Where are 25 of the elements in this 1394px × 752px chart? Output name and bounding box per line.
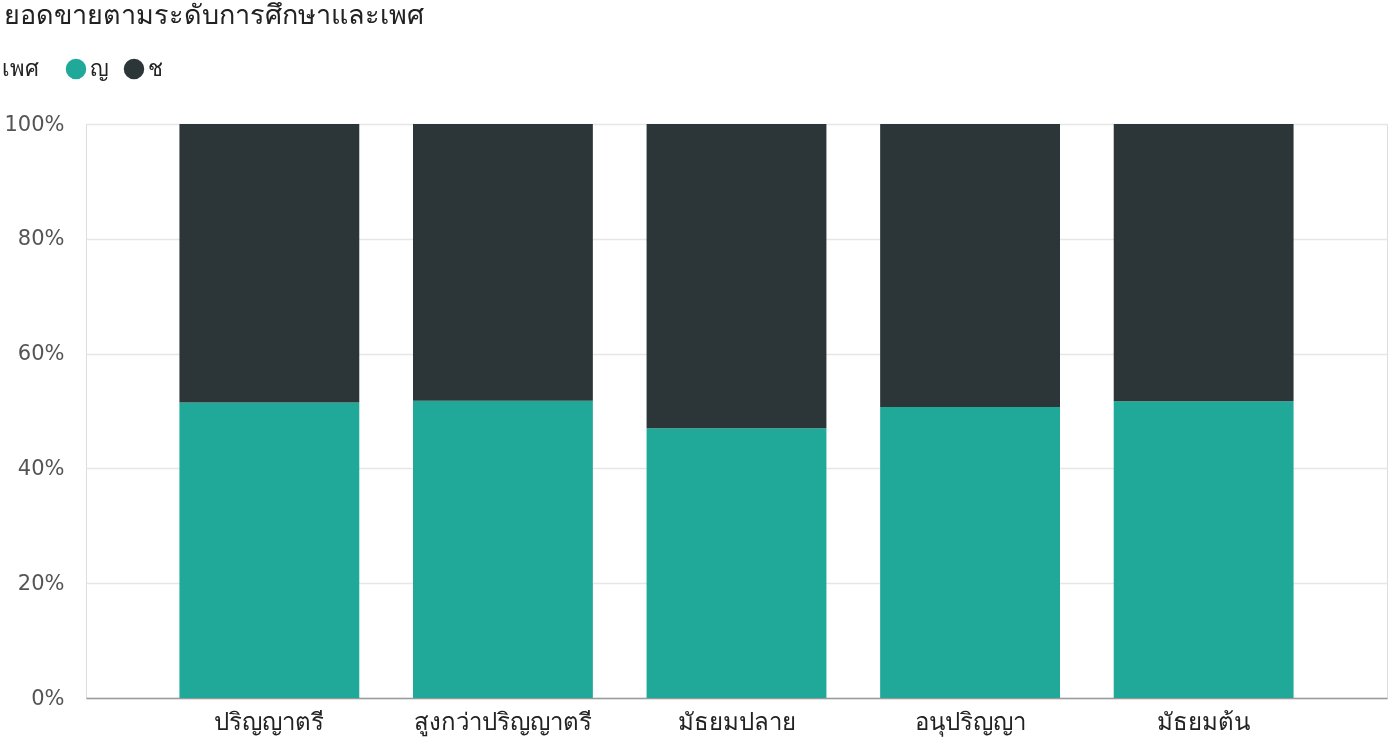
legend-label: ญ — [90, 56, 109, 81]
bar — [413, 124, 593, 401]
bar — [880, 406, 1060, 698]
bar — [880, 124, 1060, 407]
bar — [179, 402, 360, 698]
bar — [413, 400, 593, 698]
y-tick-label: 60% — [17, 341, 65, 366]
bar — [1113, 401, 1294, 698]
bar — [646, 428, 827, 698]
bar — [179, 124, 360, 403]
bar — [1113, 124, 1294, 402]
x-tick-label: มัธยมปลาย — [677, 707, 796, 736]
legend-title: เพศ — [2, 56, 39, 81]
y-tick-label: 0% — [31, 685, 65, 710]
x-tick-label: อนุปริญญา — [914, 707, 1026, 737]
legend-label: ช — [148, 56, 163, 81]
chart-title: ยอดขายตามระดับการศึกษาและเพศ — [4, 0, 424, 30]
y-tick-label: 80% — [17, 226, 65, 251]
bar — [646, 124, 827, 429]
y-tick-label: 20% — [17, 570, 65, 595]
x-tick-label: สูงกว่าปริญญาตรี — [413, 707, 592, 737]
y-tick-label: 40% — [17, 455, 65, 480]
x-tick-label: มัธยมต้น — [1157, 707, 1251, 736]
y-tick-label: 100% — [4, 111, 65, 136]
x-tick-label: ปริญญาตรี — [214, 707, 325, 736]
